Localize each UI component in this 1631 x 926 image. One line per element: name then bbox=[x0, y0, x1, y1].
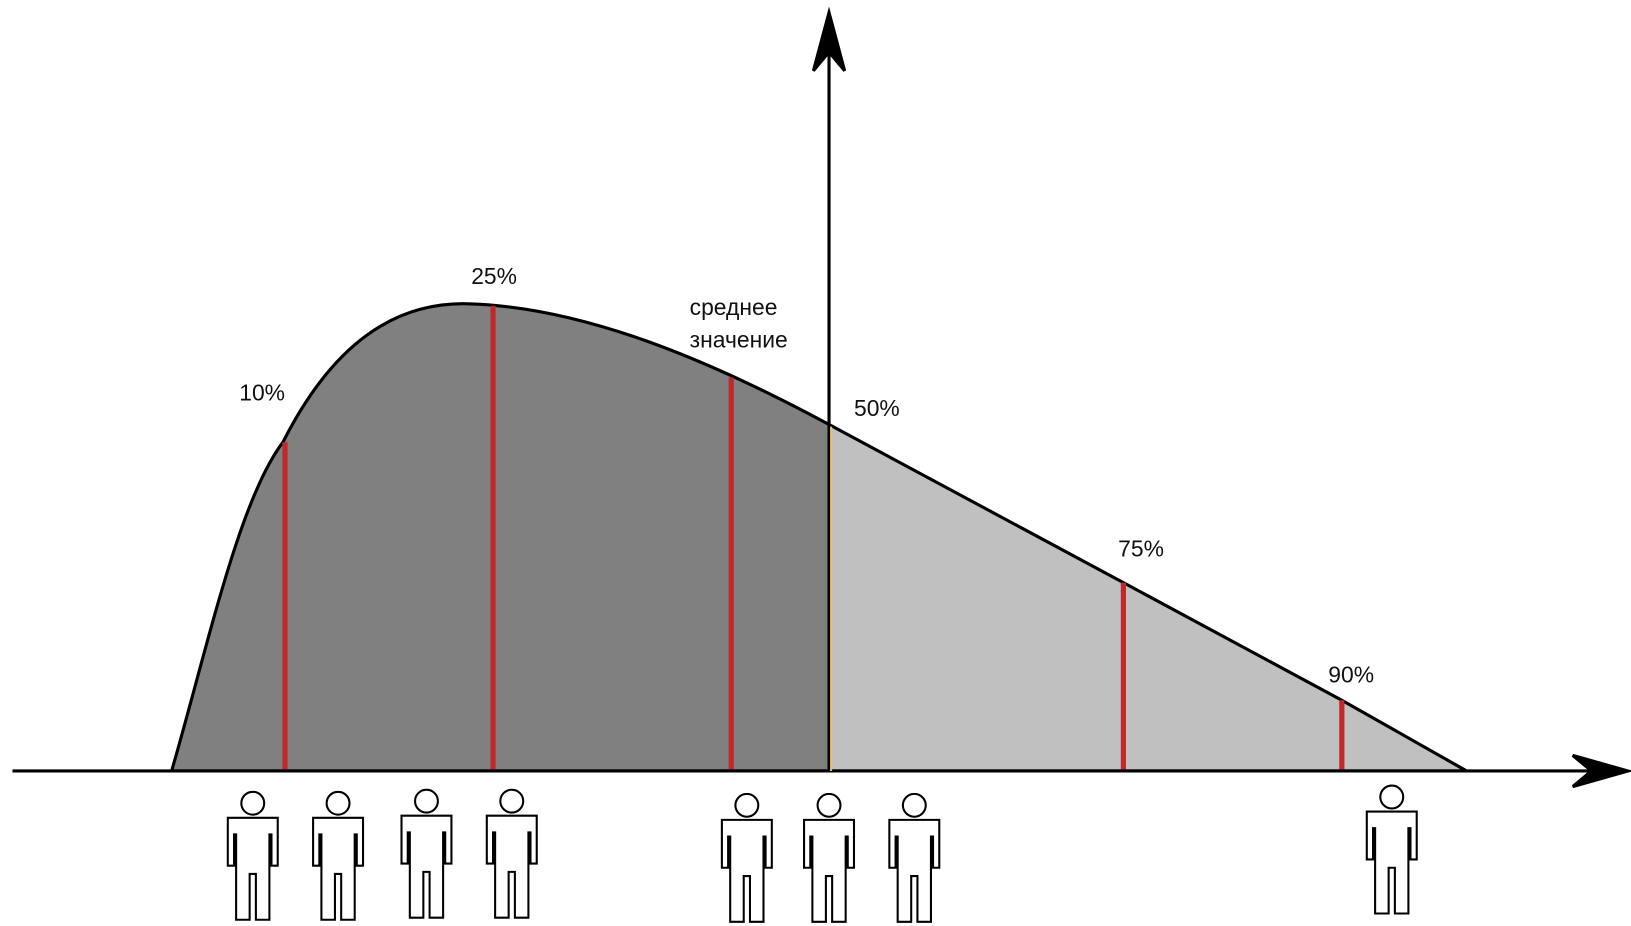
mean-label: среднее bbox=[690, 294, 778, 320]
distribution-area bbox=[170, 302, 1469, 773]
percentile-label: 10% bbox=[239, 380, 285, 406]
percentile-lines bbox=[282, 305, 1345, 771]
percentile-label: 25% bbox=[471, 263, 517, 289]
percentile-label: 90% bbox=[1328, 662, 1374, 688]
percentile-label: 75% bbox=[1118, 536, 1164, 562]
percentile-label: 50% bbox=[854, 395, 900, 421]
people bbox=[228, 786, 1417, 922]
axes bbox=[12, 6, 1631, 789]
mean-label: значение bbox=[690, 327, 788, 353]
